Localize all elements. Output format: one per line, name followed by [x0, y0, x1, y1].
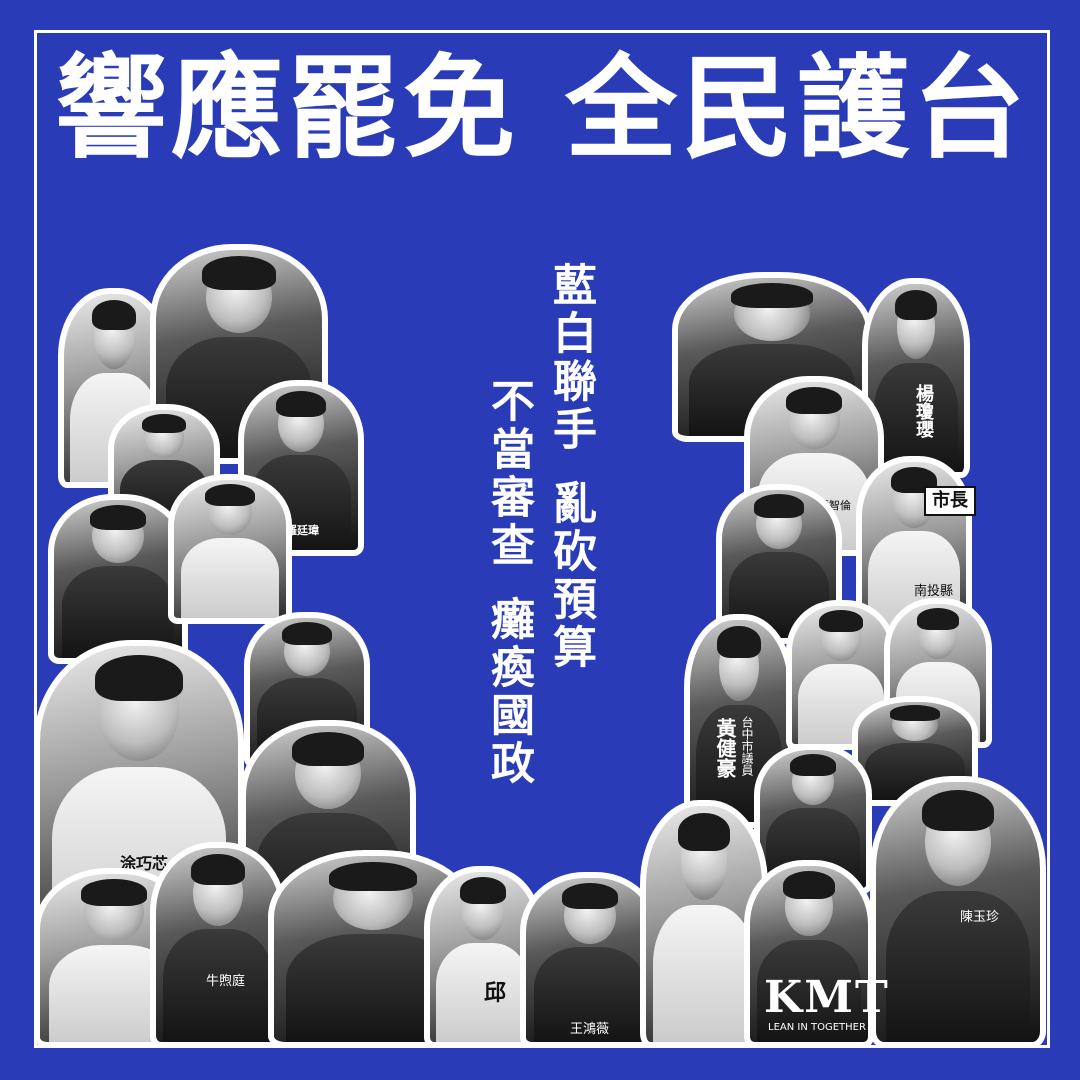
slogan-line-4: 癱瘓國政 [483, 596, 534, 788]
name-badge: 涂巧芯 [120, 854, 169, 873]
headline: 響應罷免 全民護台 [34, 44, 1050, 174]
person-photo [744, 860, 874, 1048]
person-photo [520, 872, 660, 1048]
name-badge: 陳玉珍 [960, 910, 1000, 925]
name-badge: 台中市議員 [740, 716, 754, 776]
name-badge: 黃健豪 [713, 718, 737, 778]
person-photo [684, 614, 794, 828]
slogan-column-right: 藍白聯手亂砍預算 [544, 262, 596, 672]
name-badge: 牛煦庭 [206, 974, 246, 989]
left-photo-collage: 羅廷瑋 涂巧芯 牛煦庭 邱 [34, 244, 542, 1048]
kmt-shirt-text: KMT [764, 972, 890, 1023]
headline-part-2: 全民護台 [565, 44, 1029, 174]
name-badge: 楊瓊瓔 [913, 384, 934, 438]
name-badge: 王鴻薇 [570, 1022, 610, 1037]
person-photo [870, 776, 1046, 1048]
person-photo [862, 278, 970, 478]
person-photo [150, 842, 286, 1048]
slogan-column-left: 不當審查癱瘓國政 [482, 378, 534, 788]
name-badge: 南投縣 [914, 584, 954, 599]
slogan-line-1: 藍白聯手 [545, 262, 596, 454]
slogan-line-3: 不當審查 [483, 378, 534, 570]
name-badge: 邱 [484, 981, 507, 1006]
person-photo [168, 474, 292, 624]
person-photo [48, 494, 188, 664]
right-photo-collage: 楊瓊瓔 張智倫 市長 南投縣 黃健豪 台中市議員 陳玉珍 KMT LEAN IN… [540, 0, 1080, 1080]
shirt-motto: LEAN IN TOGETHER [768, 1022, 866, 1033]
slogan-line-2: 亂砍預算 [545, 480, 596, 672]
mayor-sign: 市長 [924, 486, 976, 516]
person-photo [238, 380, 364, 556]
name-badge: 羅廷瑋 [286, 524, 319, 537]
headline-part-1: 響應罷免 [55, 44, 519, 174]
